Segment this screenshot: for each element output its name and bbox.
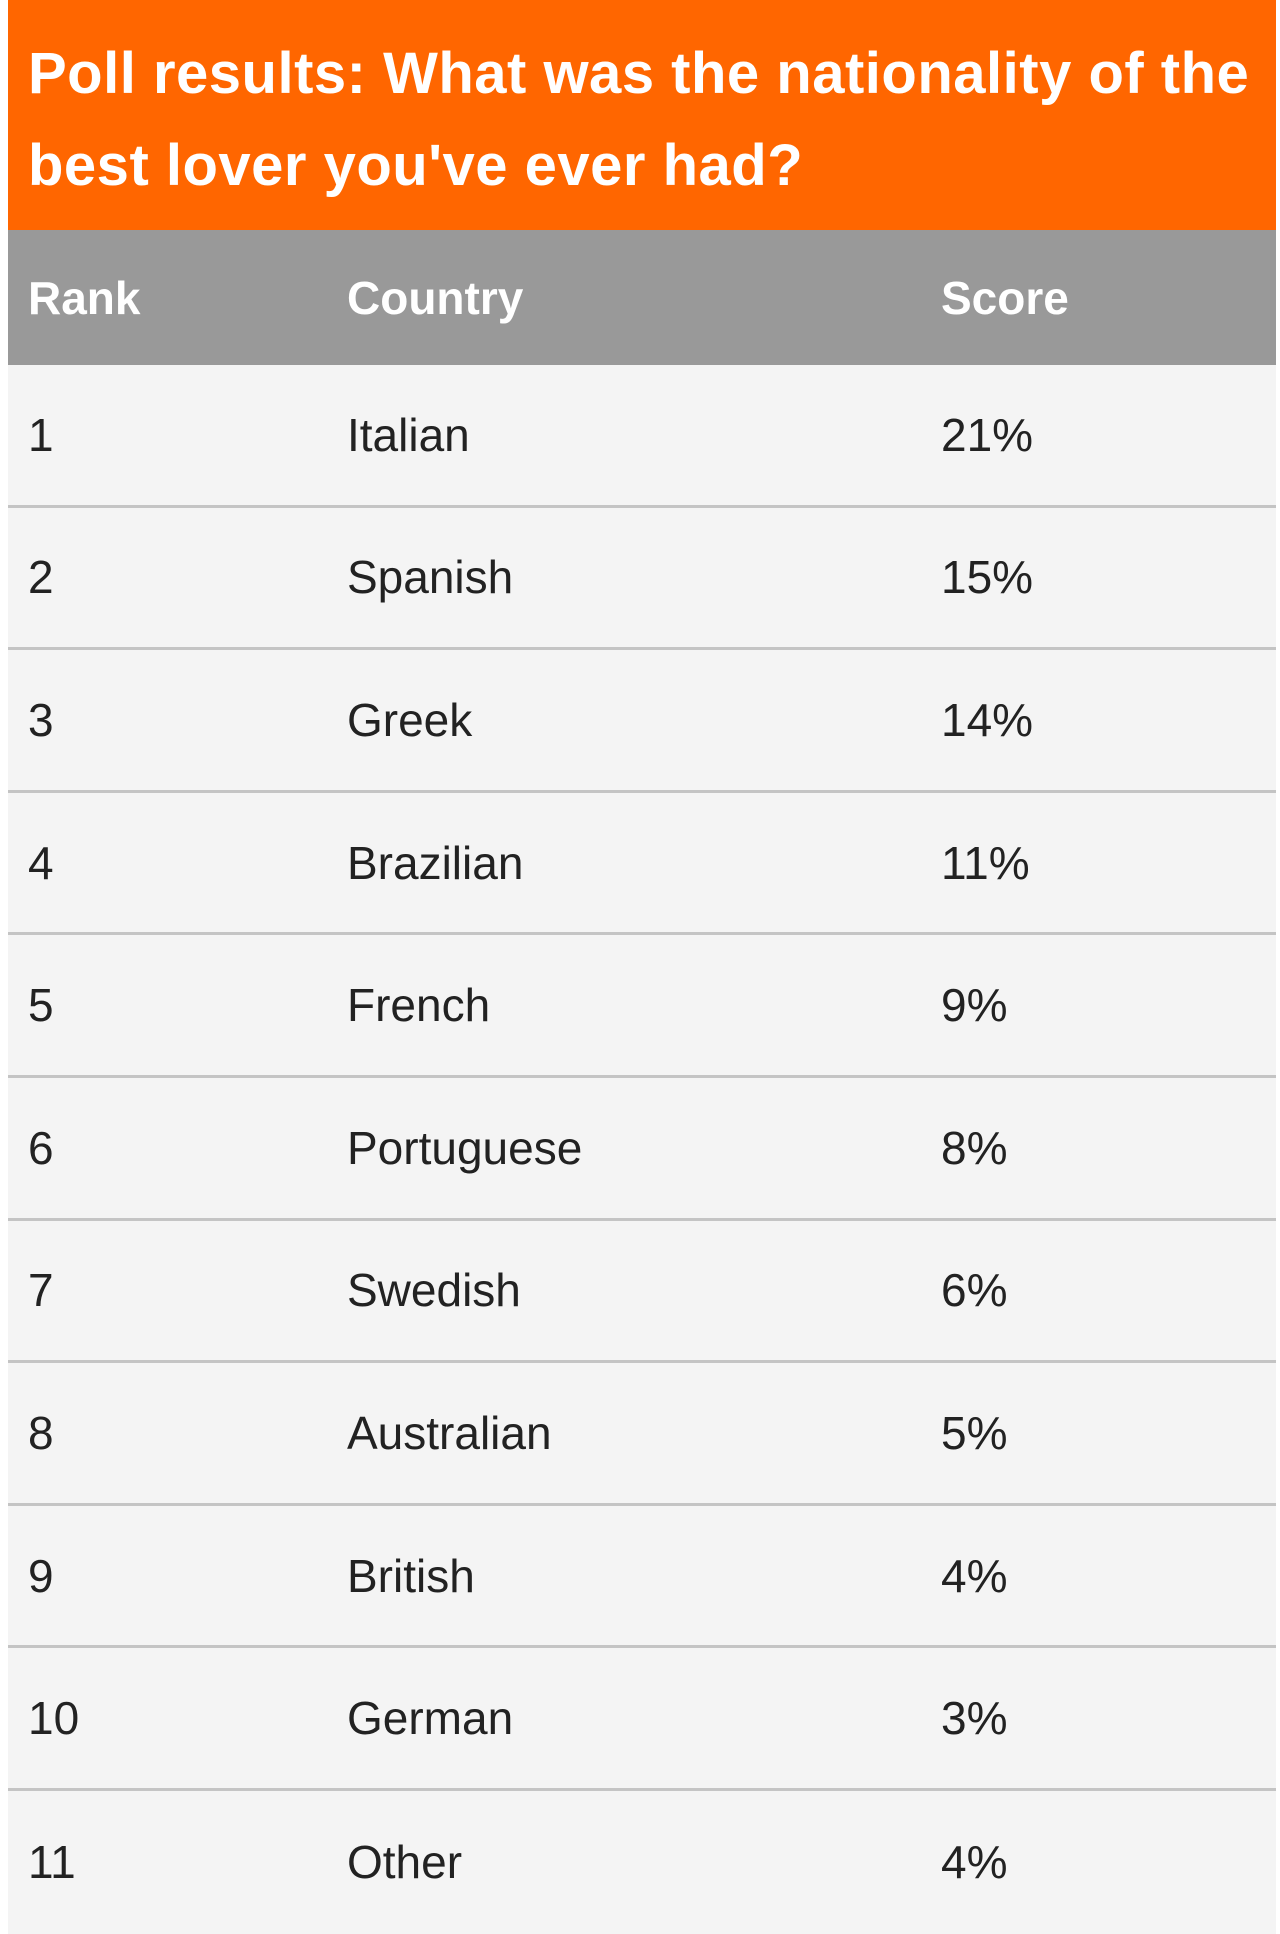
header-score: Score — [941, 271, 1069, 324]
table-title: Poll results: What was the nationality o… — [8, 0, 1276, 230]
country-cell: Brazilian — [347, 836, 524, 889]
header-country: Country — [347, 271, 524, 324]
table-header: Rank Country Score — [8, 230, 1276, 365]
score-cell: 8% — [941, 1121, 1008, 1174]
score-cell: 21% — [941, 408, 1034, 461]
country-cell: Spanish — [347, 551, 514, 604]
table-row: 7 Swedish 6% — [8, 1220, 1276, 1364]
score-cell: 14% — [941, 693, 1034, 746]
poll-results-table: Poll results: What was the nationality o… — [8, 0, 1276, 1934]
country-cell: Greek — [347, 693, 473, 746]
country-cell: Portuguese — [347, 1121, 583, 1174]
rank-cell: 4 — [28, 836, 54, 889]
country-cell: Other — [347, 1836, 463, 1889]
rank-cell: 9 — [28, 1549, 54, 1602]
score-cell: 11% — [941, 836, 1030, 889]
table-row: 5 French 9% — [8, 935, 1276, 1078]
table-row: 1 Italian 21% — [8, 365, 1276, 508]
table-body: 1 Italian 21% 2 Spanish 15% 3 Greek 14% 4 Brazilia… — [8, 365, 1276, 1934]
rank-cell: 5 — [28, 979, 54, 1032]
rank-cell: 7 — [28, 1264, 54, 1317]
rank-cell: 1 — [28, 408, 54, 461]
table-row: 11 Other 4% — [8, 1790, 1276, 1934]
table-row: 4 Brazilian 11% — [8, 792, 1276, 936]
score-cell: 6% — [941, 1264, 1008, 1317]
country-cell: Australian — [347, 1406, 552, 1459]
score-cell: 15% — [941, 551, 1034, 604]
table-row: 3 Greek 14% — [8, 650, 1276, 793]
country-cell: German — [347, 1692, 514, 1745]
country-cell: Italian — [347, 408, 470, 461]
table-row: 10 German 3% — [8, 1648, 1276, 1791]
country-cell: French — [347, 979, 491, 1032]
rank-cell: 10 — [28, 1692, 80, 1745]
rank-cell: 3 — [28, 693, 54, 746]
score-cell: 5% — [941, 1406, 1008, 1459]
country-cell: British — [347, 1549, 475, 1602]
score-cell: 4% — [941, 1549, 1008, 1602]
table-row: 2 Spanish 15% — [8, 507, 1276, 651]
rank-cell: 2 — [28, 551, 54, 604]
rank-cell: 8 — [28, 1406, 54, 1459]
score-cell: 4% — [941, 1836, 1008, 1889]
table-row: 6 Portuguese 8% — [8, 1077, 1276, 1221]
rank-cell: 11 — [28, 1836, 76, 1889]
score-cell: 3% — [941, 1692, 1008, 1745]
country-cell: Swedish — [347, 1264, 521, 1317]
rank-cell: 6 — [28, 1121, 54, 1174]
table-row: 9 British 4% — [8, 1505, 1276, 1649]
table-row: 8 Australian 5% — [8, 1363, 1276, 1506]
score-cell: 9% — [941, 979, 1008, 1032]
header-rank: Rank — [28, 271, 141, 324]
